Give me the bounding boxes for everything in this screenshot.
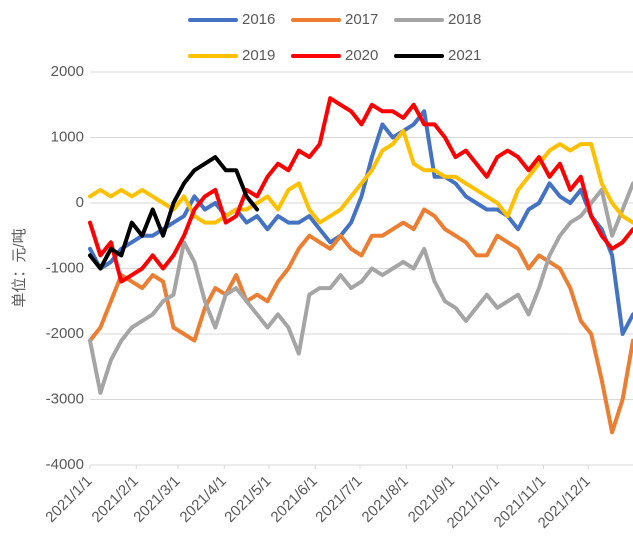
legend-label: 2019 — [242, 47, 275, 64]
y-tick-label: 0 — [76, 194, 84, 211]
y-tick-label: -2000 — [46, 325, 84, 342]
x-tick-label: 2021/7/1 — [312, 473, 365, 526]
x-tick-label: 2021/1/1 — [42, 473, 95, 526]
series-line — [88, 128, 633, 225]
series-line — [88, 207, 633, 435]
x-tick-label: 2021/8/1 — [359, 473, 412, 526]
series-line — [88, 181, 633, 395]
legend-label: 2021 — [448, 47, 481, 64]
legend-label: 2016 — [242, 11, 275, 28]
y-tick-label: -4000 — [46, 456, 84, 473]
series-line — [88, 109, 633, 336]
y-axis-label: 单位：元/吨 — [11, 228, 28, 307]
y-tick-label: -1000 — [46, 259, 84, 276]
y-tick-label: -3000 — [46, 390, 84, 407]
x-tick-label: 2021/6/1 — [268, 473, 321, 526]
legend-label: 2017 — [345, 11, 378, 28]
x-tick-label: 2021/3/1 — [130, 473, 183, 526]
x-tick-label: 2021/4/1 — [177, 473, 230, 526]
y-tick-label: 2000 — [51, 63, 84, 80]
x-tick-label: 2021/5/1 — [221, 473, 274, 526]
legend-label: 2020 — [345, 47, 378, 64]
y-tick-label: 1000 — [51, 128, 84, 145]
legend-label: 2018 — [448, 11, 481, 28]
series-line — [88, 96, 633, 284]
series-line — [88, 155, 260, 271]
